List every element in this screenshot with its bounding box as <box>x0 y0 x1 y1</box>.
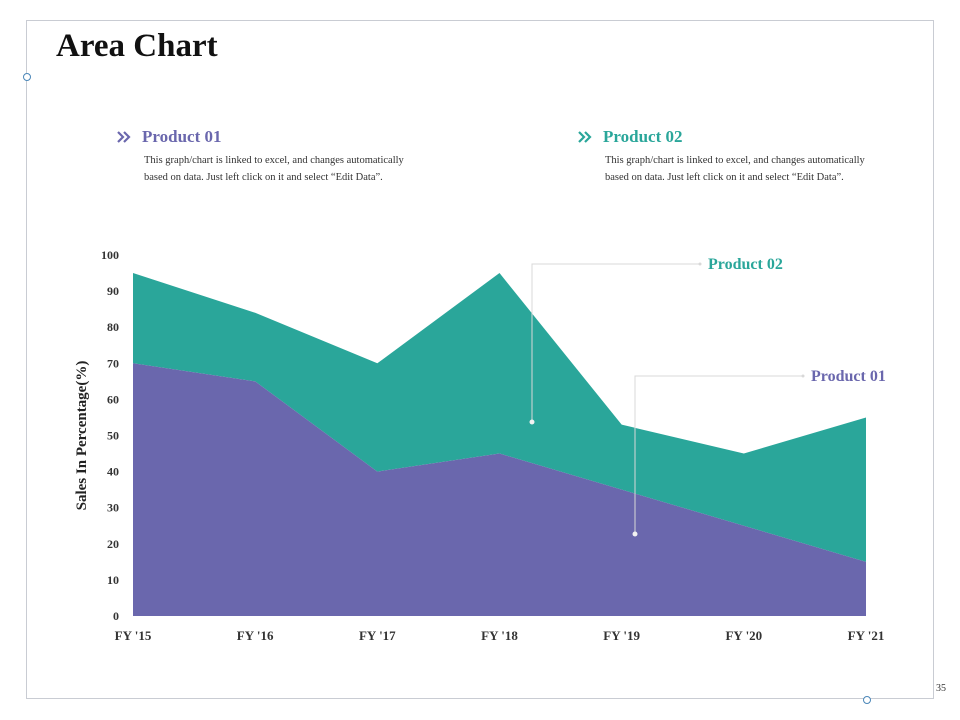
area-series-product-02 <box>133 273 866 562</box>
slide-title: Area Chart <box>56 28 218 64</box>
double-chevron-icon <box>578 131 592 143</box>
legend-description: This graph/chart is linked to excel, and… <box>605 155 865 183</box>
y-tick-label: 60 <box>107 392 119 406</box>
callout-anchor-dot <box>632 531 638 537</box>
double-chevron-icon <box>117 131 131 143</box>
y-tick-label: 70 <box>107 356 119 370</box>
x-tick-label: FY '15 <box>115 628 152 643</box>
y-axis-title: Sales In Percentage(%) <box>74 361 90 511</box>
x-tick-label: FY '20 <box>725 628 762 643</box>
frame-corner-dot <box>23 73 31 81</box>
callout-leader-line <box>531 263 700 422</box>
callout-leader-line <box>634 375 803 534</box>
y-tick-label: 30 <box>107 501 119 515</box>
y-tick-label: 10 <box>107 573 119 587</box>
y-tick-label: 50 <box>107 429 119 443</box>
legend-product-02: Product 02 This graph/chart is linked to… <box>578 127 868 186</box>
x-tick-label: FY '19 <box>603 628 640 643</box>
x-tick-label: FY '18 <box>481 628 518 643</box>
legend-product-01: Product 01 This graph/chart is linked to… <box>117 127 407 186</box>
y-tick-label: 100 <box>101 248 119 262</box>
callout-label: Product 01 <box>811 368 886 385</box>
area-series-product-01 <box>133 363 866 616</box>
x-tick-label: FY '21 <box>848 628 885 643</box>
callout-anchor-dot <box>529 419 535 425</box>
x-tick-label: FY '17 <box>359 628 396 643</box>
callout-end-dot <box>801 374 805 378</box>
callout-end-dot <box>698 262 702 266</box>
frame-corner-dot <box>863 696 871 704</box>
page-number: 35 <box>936 683 946 694</box>
y-tick-label: 80 <box>107 320 119 334</box>
x-tick-label: FY '16 <box>237 628 274 643</box>
legend-title: Product 02 <box>603 127 683 146</box>
y-tick-label: 0 <box>113 609 119 623</box>
y-tick-label: 20 <box>107 537 119 551</box>
y-tick-label: 90 <box>107 284 119 298</box>
callout-label: Product 02 <box>708 256 783 273</box>
legend-description: This graph/chart is linked to excel, and… <box>144 155 404 183</box>
y-tick-label: 40 <box>107 465 119 479</box>
slide-frame <box>26 20 934 699</box>
legend-title: Product 01 <box>142 127 222 146</box>
